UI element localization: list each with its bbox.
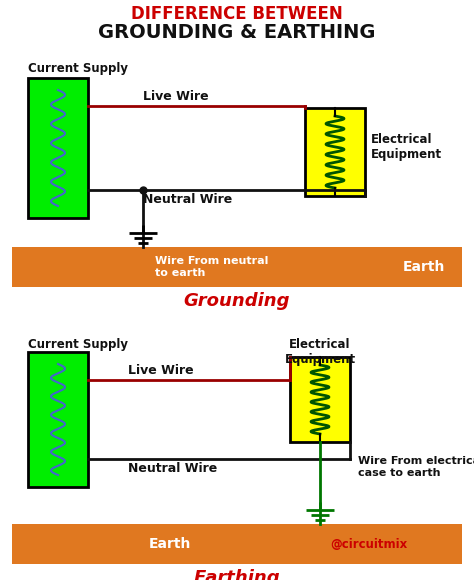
Bar (12, 247, 462, 287)
Text: Earthing: Earthing (194, 569, 280, 580)
Bar (290, 357, 350, 442)
Text: DIFFERENCE BETWEEN: DIFFERENCE BETWEEN (131, 5, 343, 23)
Text: Live Wire: Live Wire (128, 364, 193, 377)
Bar (28, 78, 88, 218)
Text: GROUNDING & EARTHING: GROUNDING & EARTHING (98, 23, 376, 42)
Bar (28, 352, 88, 487)
Text: Wire From electrical
case to earth: Wire From electrical case to earth (358, 456, 474, 478)
Text: Grounding: Grounding (184, 292, 290, 310)
Text: Electrical
Equipment: Electrical Equipment (371, 133, 442, 161)
Text: @circuitmix: @circuitmix (330, 538, 407, 550)
Bar (12, 524, 462, 564)
Text: Current Supply: Current Supply (28, 338, 128, 351)
Text: Current Supply: Current Supply (28, 62, 128, 75)
Bar (305, 108, 365, 196)
Text: Neutral Wire: Neutral Wire (143, 193, 232, 206)
Text: Neutral Wire: Neutral Wire (128, 462, 217, 475)
Text: Earth: Earth (403, 260, 445, 274)
Text: Wire From neutral
to earth: Wire From neutral to earth (155, 256, 268, 278)
Text: Electrical
Equipment: Electrical Equipment (284, 338, 356, 366)
Text: Live Wire: Live Wire (143, 90, 209, 103)
Text: Earth: Earth (149, 537, 191, 551)
